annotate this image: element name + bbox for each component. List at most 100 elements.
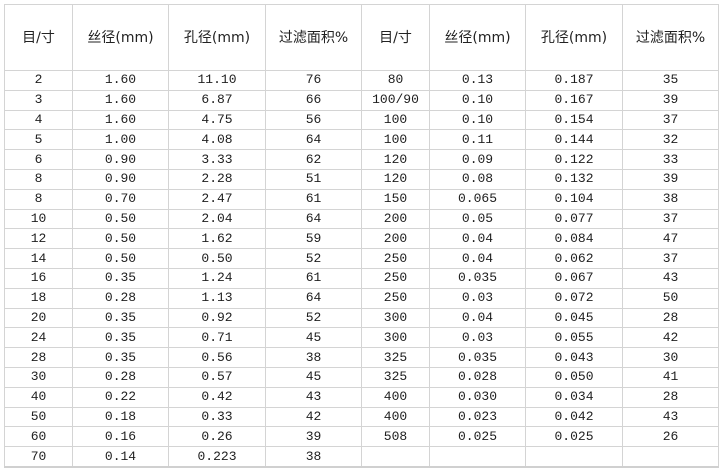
cell-wire-diameter: 0.10 (429, 109, 526, 131)
cell-open-area: 26 (622, 426, 719, 448)
cell-mesh-count: 300 (361, 327, 430, 349)
table-row: 70 0.14 0.223 38 (4, 446, 719, 468)
cell-open-area: 42 (622, 327, 719, 349)
cell-mesh-count: 5 (4, 129, 73, 151)
column-header-wire-diameter: 丝径(mm) (72, 4, 169, 71)
cell-mesh-count: 250 (361, 287, 430, 309)
cell-open-area: 62 (265, 149, 362, 170)
cell-aperture: 0.042 (525, 406, 623, 428)
column-header-open-area: 过滤面积% (622, 4, 719, 71)
cell-mesh-count: 24 (4, 327, 73, 349)
cell-aperture: 0.055 (525, 327, 623, 349)
cell-open-area: 61 (265, 267, 362, 289)
cell-wire-diameter: 0.13 (429, 70, 526, 91)
table-row: 40 0.22 0.42 43 400 0.030 0.034 28 (4, 386, 719, 408)
cell-wire-diameter: 0.065 (429, 188, 526, 210)
column-header-mesh-count: 目/寸 (4, 4, 73, 71)
cell-open-area: 38 (265, 347, 362, 368)
cell-open-area: 37 (622, 208, 719, 230)
cell-open-area: 38 (265, 446, 362, 468)
cell-mesh-count: 28 (4, 347, 73, 368)
cell-wire-diameter: 0.28 (72, 287, 169, 309)
cell-open-area: 50 (622, 287, 719, 309)
mesh-specification-table: 目/寸 丝径(mm) 孔径(mm) 过滤面积% 目/寸 丝径(mm) 孔径(mm) 过滤面积%… (4, 4, 719, 468)
cell-open-area: 28 (622, 386, 719, 408)
cell-wire-diameter: 1.60 (72, 70, 169, 91)
cell-aperture: 2.04 (168, 208, 266, 230)
table-row: 8 0.70 2.47 61 150 0.065 0.104 38 (4, 188, 719, 210)
cell-wire-diameter: 0.028 (429, 366, 526, 388)
cell-aperture: 0.025 (525, 426, 623, 448)
table-row: 2 1.60 11.10 76 80 0.13 0.187 35 (4, 70, 719, 91)
cell-wire-diameter: 0.35 (72, 267, 169, 289)
cell-mesh-count: 50 (4, 406, 73, 428)
table-row: 3 1.60 6.87 66 100/90 0.10 0.167 39 (4, 89, 719, 111)
column-header-aperture: 孔径(mm) (168, 4, 266, 71)
cell-open-area: 64 (265, 208, 362, 230)
cell-aperture: 4.75 (168, 109, 266, 131)
cell-mesh-count: 18 (4, 287, 73, 309)
cell-wire-diameter: 0.03 (429, 287, 526, 309)
table-row: 18 0.28 1.13 64 250 0.03 0.072 50 (4, 287, 719, 309)
cell-wire-diameter: 0.025 (429, 426, 526, 448)
cell-aperture: 0.104 (525, 188, 623, 210)
cell-aperture: 0.077 (525, 208, 623, 230)
cell-aperture: 0.043 (525, 347, 623, 368)
cell-mesh-count: 30 (4, 366, 73, 388)
cell-aperture: 3.33 (168, 149, 266, 170)
cell-mesh-count (361, 446, 430, 468)
cell-aperture: 0.034 (525, 386, 623, 408)
table-row: 10 0.50 2.04 64 200 0.05 0.077 37 (4, 208, 719, 230)
cell-wire-diameter: 0.14 (72, 446, 169, 468)
cell-mesh-count: 8 (4, 188, 73, 210)
cell-open-area: 30 (622, 347, 719, 368)
cell-open-area: 64 (265, 129, 362, 151)
cell-aperture: 0.144 (525, 129, 623, 151)
cell-mesh-count: 250 (361, 267, 430, 289)
table-row: 28 0.35 0.56 38 325 0.035 0.043 30 (4, 347, 719, 368)
cell-wire-diameter: 0.50 (72, 208, 169, 230)
cell-wire-diameter: 0.035 (429, 347, 526, 368)
cell-mesh-count: 120 (361, 149, 430, 170)
cell-mesh-count: 3 (4, 89, 73, 111)
cell-wire-diameter: 1.00 (72, 129, 169, 151)
cell-aperture: 2.47 (168, 188, 266, 210)
cell-mesh-count: 20 (4, 307, 73, 329)
cell-aperture: 1.62 (168, 228, 266, 250)
cell-open-area: 37 (622, 109, 719, 131)
cell-wire-diameter: 0.90 (72, 168, 169, 190)
cell-aperture: 0.71 (168, 327, 266, 349)
cell-mesh-count: 325 (361, 347, 430, 368)
table-row: 6 0.90 3.33 62 120 0.09 0.122 33 (4, 149, 719, 170)
cell-wire-diameter: 0.28 (72, 366, 169, 388)
cell-mesh-count: 100 (361, 129, 430, 151)
cell-mesh-count: 200 (361, 228, 430, 250)
table-row: 4 1.60 4.75 56 100 0.10 0.154 37 (4, 109, 719, 131)
cell-open-area: 56 (265, 109, 362, 131)
cell-wire-diameter: 1.60 (72, 109, 169, 131)
cell-open-area: 28 (622, 307, 719, 329)
cell-open-area: 43 (622, 406, 719, 428)
table-row: 50 0.18 0.33 42 400 0.023 0.042 43 (4, 406, 719, 428)
cell-mesh-count: 100/90 (361, 89, 430, 111)
cell-wire-diameter: 0.04 (429, 248, 526, 269)
table-row: 8 0.90 2.28 51 120 0.08 0.132 39 (4, 168, 719, 190)
cell-aperture: 0.132 (525, 168, 623, 190)
cell-aperture: 0.072 (525, 287, 623, 309)
cell-aperture: 0.067 (525, 267, 623, 289)
cell-mesh-count: 16 (4, 267, 73, 289)
cell-aperture: 0.045 (525, 307, 623, 329)
cell-wire-diameter: 0.030 (429, 386, 526, 408)
cell-wire-diameter: 0.16 (72, 426, 169, 448)
table-row: 14 0.50 0.50 52 250 0.04 0.062 37 (4, 248, 719, 269)
cell-wire-diameter: 0.10 (429, 89, 526, 111)
cell-aperture: 0.33 (168, 406, 266, 428)
cell-wire-diameter: 0.35 (72, 307, 169, 329)
cell-mesh-count: 2 (4, 70, 73, 91)
cell-open-area: 76 (265, 70, 362, 91)
cell-open-area: 32 (622, 129, 719, 151)
cell-wire-diameter: 0.50 (72, 228, 169, 250)
cell-mesh-count: 400 (361, 406, 430, 428)
cell-aperture: 4.08 (168, 129, 266, 151)
cell-aperture: 0.56 (168, 347, 266, 368)
